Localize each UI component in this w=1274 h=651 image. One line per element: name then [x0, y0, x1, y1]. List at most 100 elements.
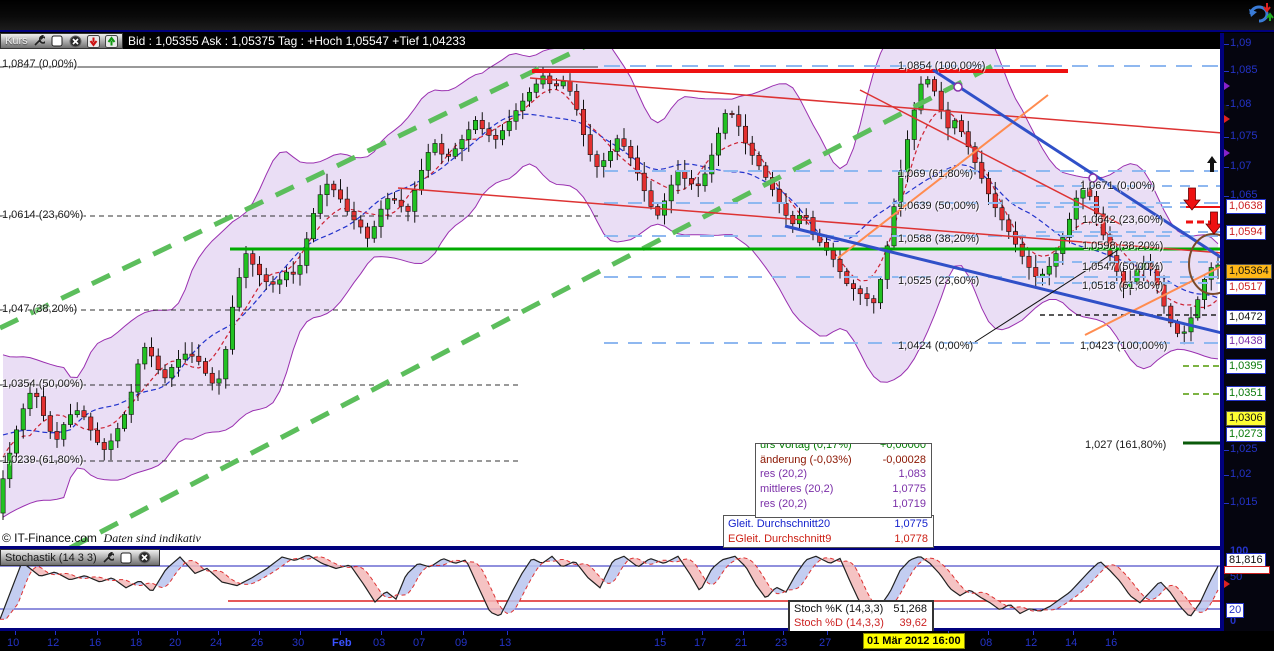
stoch-kd-fill	[150, 583, 153, 591]
stoch-kd-fill	[27, 565, 30, 581]
time-axis[interactable]: 1012161820242630Feb030709131517212327060…	[0, 631, 1274, 651]
black-thin-line[interactable]	[974, 249, 1119, 343]
orange-trendline-2[interactable]	[1084, 265, 1222, 336]
candle-body	[1181, 331, 1187, 334]
fib-label: 1,0239 (61,80%)	[2, 454, 84, 466]
timeline-label: Feb	[332, 637, 352, 649]
candle-body	[1202, 279, 1208, 300]
stoch-kd-fill	[1017, 606, 1020, 614]
candle-body	[337, 189, 343, 200]
candle-body	[34, 392, 40, 398]
axis-tick-mark	[1224, 71, 1229, 72]
candle-body	[1195, 299, 1201, 319]
stoch-kd-fill	[732, 556, 735, 563]
stoch-kd-fill	[120, 579, 123, 586]
fib-label: 1,0671 (0,00%)	[1080, 180, 1156, 192]
candle-body	[830, 250, 836, 260]
red-channel-lower[interactable]	[397, 187, 1222, 254]
red-channel-upper[interactable]	[529, 77, 1222, 134]
stoch-kd-fill	[258, 572, 261, 581]
candle-body	[803, 215, 809, 218]
candle-body	[432, 143, 438, 153]
stoch-kd-fill	[618, 557, 621, 576]
stoch-kd-fill	[1188, 600, 1191, 616]
candle-body	[364, 226, 370, 239]
stoch-kd-fill	[564, 559, 567, 567]
stoch-kd-fill	[723, 558, 726, 572]
stoch-kd-fill	[498, 602, 501, 616]
data-window-value: 1,0778	[894, 532, 928, 545]
timeline-tick-mark	[259, 631, 260, 635]
stoch-kd-fill	[930, 558, 933, 567]
timeline-label: 24	[210, 637, 223, 649]
candle-body	[871, 298, 877, 304]
fib-label: 1,047 (38,20%)	[2, 303, 78, 315]
axis-tick-mark	[1224, 167, 1229, 168]
candle-body	[196, 355, 202, 362]
stoch-kd-fill	[984, 592, 987, 602]
candle-body	[479, 120, 485, 130]
stoch-kd-fill	[615, 558, 618, 580]
stoch-kd-fill	[990, 595, 993, 605]
sell-arrow-icon[interactable]	[86, 34, 100, 48]
close-icon[interactable]	[69, 35, 82, 48]
axis-price-box: 1,0306	[1226, 411, 1266, 426]
green-dashed-channel-lower[interactable]	[68, 59, 1002, 548]
stoch-kd-fill	[15, 572, 18, 608]
stoch-kd-fill	[942, 564, 945, 582]
timeline-label: 07	[413, 637, 426, 649]
price-panel-header[interactable]: Kurs	[0, 33, 123, 49]
brown-ellipse[interactable]	[1188, 233, 1237, 295]
stoch-kd-fill	[438, 559, 441, 566]
trendline-handle-1[interactable]	[953, 82, 963, 92]
stoch-kd-fill	[621, 556, 624, 570]
data-window-label: EGleit. Durchschnitt9	[728, 532, 832, 545]
candle-body	[317, 194, 323, 214]
timeline-tick-mark	[138, 631, 139, 635]
timeline-label: 08	[980, 637, 993, 649]
candle-body	[594, 154, 600, 167]
candle-body	[243, 253, 249, 278]
close-icon[interactable]	[138, 551, 151, 564]
stoch-kd-fill	[810, 557, 813, 572]
axis-tick-mark	[1224, 503, 1229, 504]
stoch-kd-fill	[588, 564, 591, 581]
timeline-label: 10	[7, 637, 20, 649]
wrench-icon[interactable]	[102, 551, 115, 564]
red-down-arrow-2[interactable]	[1205, 211, 1222, 235]
trendline-handle-2[interactable]	[1088, 173, 1098, 183]
buy-arrow-icon[interactable]	[104, 34, 118, 48]
stoch-kd-fill	[906, 560, 909, 584]
candle-body	[601, 160, 607, 167]
candle-body	[1067, 218, 1073, 238]
timeline-tick-mark	[783, 631, 784, 635]
refresh-updown-icon[interactable]	[1248, 0, 1274, 24]
stoch-kd-fill	[945, 566, 948, 586]
timeline-label: 30	[292, 637, 305, 649]
red-down-arrow-1[interactable]	[1183, 187, 1201, 211]
data-window-label: Gleit. Durchschnitt20	[728, 518, 831, 530]
disclaimer-text: Daten sind indikativ	[103, 531, 201, 545]
stoch-kd-fill	[684, 559, 687, 570]
blue-trendline-shallow[interactable]	[784, 224, 1222, 335]
stoch-panel-header[interactable]: Stochastik (14 3 3)	[0, 549, 160, 566]
timeline-label: 21	[735, 637, 748, 649]
price-axis-panel[interactable]: 1,09 1,085 1,08 1,075 1,07 1,065 1,025 1,02 1,01…	[1222, 33, 1274, 631]
red-steep-trendline[interactable]	[859, 89, 1121, 225]
stoch-kd-fill	[1215, 566, 1218, 596]
candle-body	[371, 226, 377, 239]
black-up-arrow[interactable]	[1207, 156, 1217, 172]
panel-separator[interactable]	[0, 546, 1274, 550]
window-icon[interactable]	[120, 551, 133, 564]
data-window-label: änderung (-0,03%)	[760, 453, 852, 466]
timeline-label: 09	[455, 637, 468, 649]
candle-body	[952, 120, 958, 129]
window-icon[interactable]	[51, 35, 64, 48]
candle-body	[628, 146, 634, 159]
blue-trendline-steep[interactable]	[932, 68, 1222, 260]
stoch-kd-fill	[897, 570, 900, 599]
wrench-icon[interactable]	[33, 35, 46, 48]
fib-label: 1,0423 (100,00%)	[1080, 340, 1168, 352]
stoch-kd-fill	[1050, 604, 1053, 610]
